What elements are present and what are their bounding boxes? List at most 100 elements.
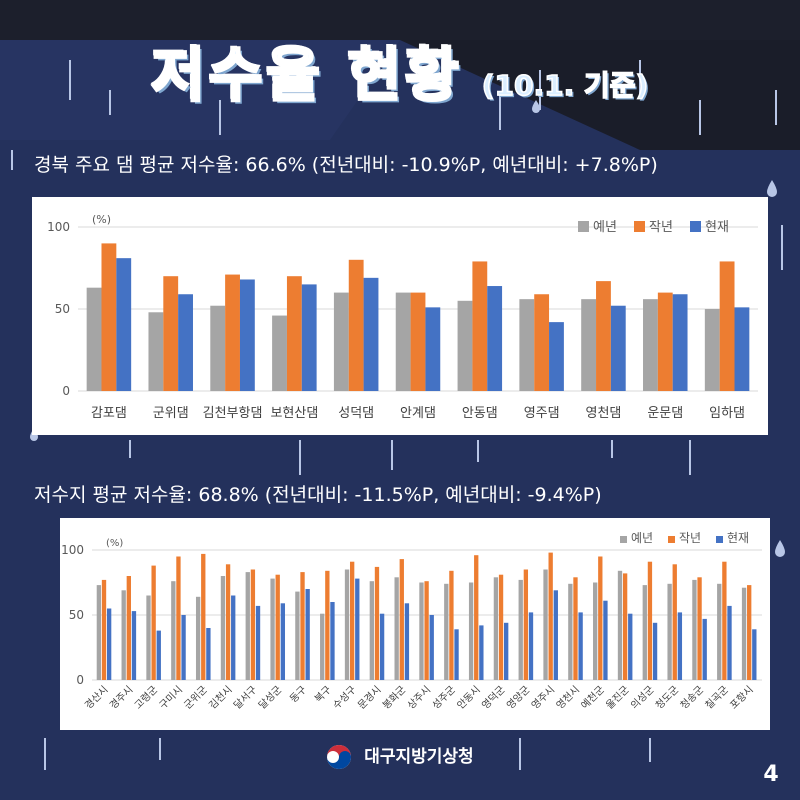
y-tick-label: 50 [69, 608, 84, 622]
y-tick-label: 0 [62, 384, 70, 398]
bar [96, 585, 102, 680]
bar [596, 281, 611, 391]
bar [429, 615, 434, 680]
bar [752, 629, 757, 680]
bar [348, 259, 364, 391]
y-tick-label: 50 [55, 302, 70, 316]
bar [146, 595, 151, 680]
bar [657, 292, 673, 391]
category-label: 감포댐 [91, 406, 127, 421]
y-tick-label: 100 [61, 543, 84, 557]
bar [722, 561, 727, 680]
bar [239, 279, 255, 391]
bar [468, 582, 474, 680]
bar [250, 569, 256, 680]
unit-label: (%) [106, 538, 123, 549]
category-label: 성덕댐 [338, 406, 374, 421]
bar [210, 305, 226, 391]
bar [518, 579, 523, 680]
category-label: 군위군 [181, 683, 210, 712]
bar [344, 569, 350, 680]
legend-label: 작년 [679, 531, 701, 545]
bar [225, 274, 240, 391]
bar [245, 572, 250, 680]
bar [178, 294, 193, 391]
dams-chart-panel: 0 50 100 (%) 감포댐 군위댐 김천부항댐 보현산댐 성덕댐 안계댐 안동댐 영주댐 영천댐 운… [32, 197, 768, 435]
bar [176, 556, 181, 680]
bar [86, 287, 102, 391]
bar [504, 622, 509, 680]
bar [369, 581, 375, 680]
bar [747, 585, 752, 680]
bar [394, 577, 399, 680]
dams-subtitle: 경북 주요 댐 평균 저수율: 66.6% (전년대비: -10.9%P, 예년… [34, 154, 658, 176]
category-label: 달서구 [231, 684, 259, 712]
agency-logo-icon [327, 745, 352, 769]
bar [593, 582, 598, 680]
legend-swatch [578, 221, 589, 232]
bar [275, 574, 280, 680]
category-label: 울진군 [604, 684, 632, 712]
category-label: 안동시 [455, 684, 483, 712]
bar [610, 305, 626, 391]
bar [528, 612, 534, 680]
bar [642, 585, 647, 680]
bar [581, 299, 597, 391]
bar [231, 595, 236, 680]
page-title: 저수율 현황 [150, 40, 463, 111]
bar [101, 243, 117, 391]
category-label: 보현산댐 [270, 406, 318, 421]
bar [667, 583, 672, 680]
bar [672, 294, 688, 391]
bar [151, 565, 156, 680]
category-label: 예천군 [579, 684, 607, 712]
bar [573, 577, 578, 680]
category-label: 김천부항댐 [203, 406, 263, 421]
legend-label: 예년 [631, 531, 653, 545]
category-label: 봉화군 [380, 684, 408, 712]
bar [741, 587, 747, 680]
category-label: 상주시 [405, 684, 433, 712]
bar [121, 590, 126, 680]
category-label: 임하댐 [709, 406, 745, 421]
page-header: 저수율 현황 (10.1. 기준) [0, 28, 800, 112]
bar [333, 292, 349, 391]
category-label: 운문댐 [647, 406, 683, 421]
category-label: 영덕군 [480, 684, 508, 712]
category-label: 군위댐 [153, 406, 189, 421]
reservoirs-subtitle: 저수지 평균 저수율: 68.8% (전년대비: -11.5%P, 예년대비: … [34, 484, 602, 506]
category-label: 동구 [288, 684, 310, 706]
bar [479, 625, 484, 680]
bar [181, 615, 186, 680]
bar [255, 605, 261, 680]
category-label: 청도군 [653, 684, 681, 712]
category-label: 고령군 [132, 684, 160, 712]
bar [617, 570, 623, 680]
bar [225, 564, 231, 680]
bar [395, 292, 411, 391]
bar [519, 299, 535, 391]
bar [305, 589, 310, 680]
bar [106, 608, 112, 680]
bar [126, 576, 131, 680]
category-label: 북구 [312, 684, 334, 706]
category-label: 김천시 [207, 684, 235, 712]
bar [677, 612, 683, 680]
bar [692, 579, 697, 680]
bar [487, 286, 503, 391]
category-label: 영주댐 [524, 406, 560, 421]
bar [598, 556, 603, 680]
bar [643, 299, 658, 391]
legend-swatch [716, 536, 723, 543]
bar [704, 309, 720, 391]
bar [330, 602, 335, 680]
bar [349, 561, 355, 680]
bar [201, 553, 206, 680]
category-label: 경주시 [107, 683, 136, 712]
bar [727, 605, 732, 680]
bar [449, 570, 454, 680]
bar [280, 603, 286, 680]
bar [295, 591, 300, 680]
